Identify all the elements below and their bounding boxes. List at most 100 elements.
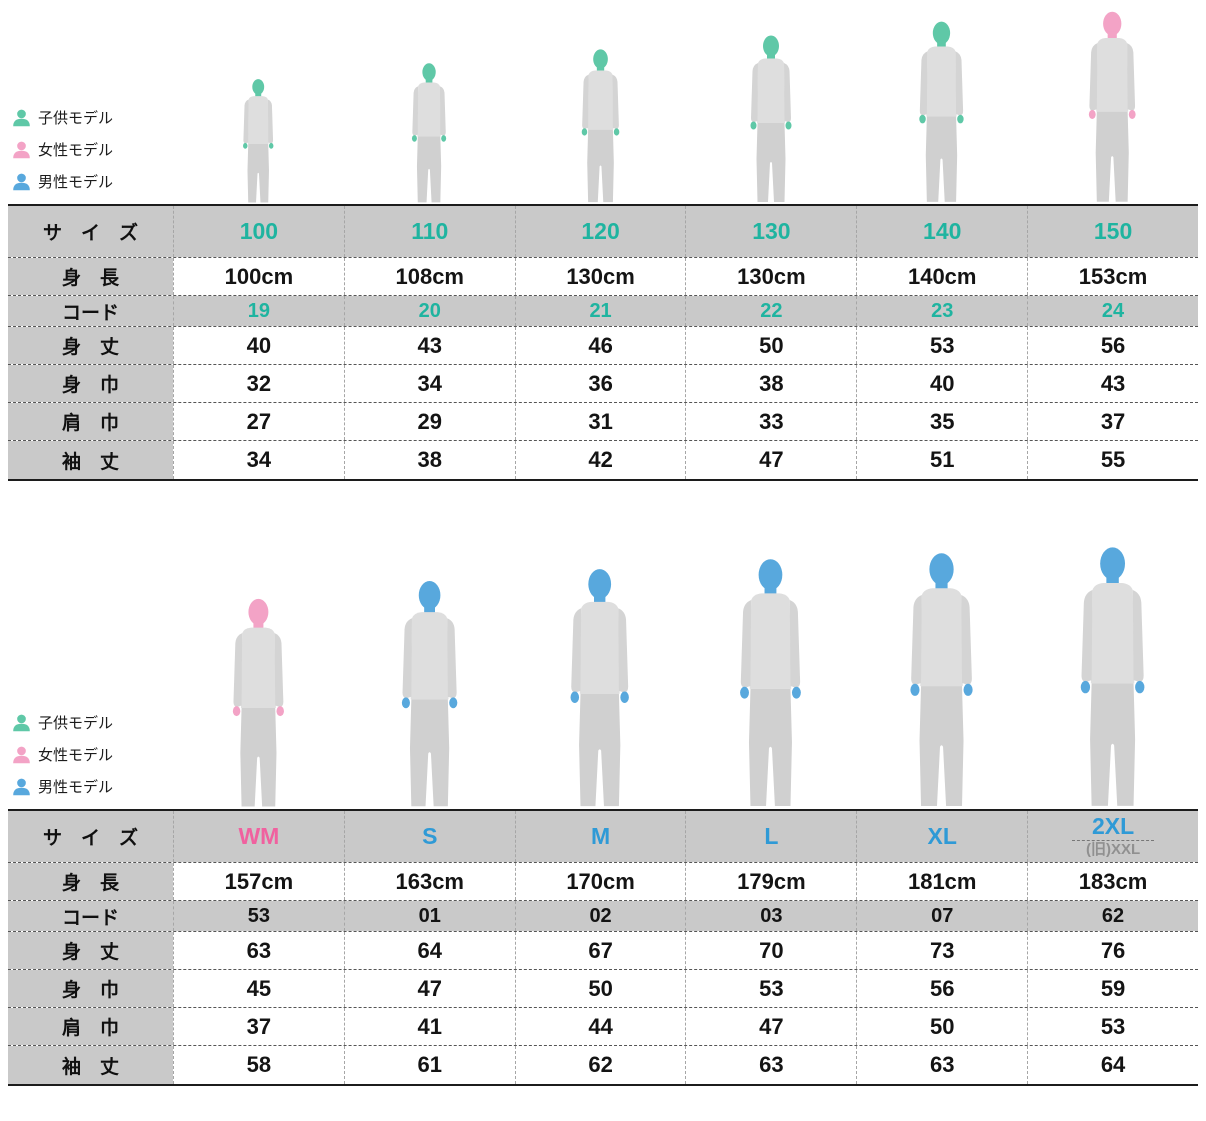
body-length-cell: 46 bbox=[514, 327, 686, 364]
body-width-cell: 56 bbox=[856, 970, 1028, 1007]
model-figure bbox=[404, 62, 454, 204]
shoulder-width-cell: 31 bbox=[514, 403, 686, 440]
height-cell: 130cm bbox=[685, 258, 857, 295]
row-label-body-width: 身 巾 bbox=[8, 970, 173, 1007]
height-cell: 130cm bbox=[514, 258, 686, 295]
size-label: S bbox=[422, 823, 438, 849]
male-model-icon bbox=[12, 777, 31, 796]
model-legend: 子供モデル 女性モデル 男性モデル bbox=[12, 96, 113, 192]
size-cell-2xl: 2XL (旧)XXL bbox=[1027, 811, 1198, 862]
height-cell: 183cm bbox=[1027, 863, 1198, 900]
body-length-cell: 64 bbox=[343, 932, 515, 969]
height-cell: 108cm bbox=[343, 258, 515, 295]
legend-item-female: 女性モデル bbox=[12, 744, 113, 765]
table-row-code: コード 53 01 02 03 07 62 bbox=[8, 901, 1198, 932]
table-row-size: サ イ ズ 100 110 120 130 140 150 bbox=[8, 206, 1198, 258]
size-cell: S bbox=[343, 811, 515, 862]
code-cell: 53 bbox=[173, 901, 344, 931]
adult-size-section: 子供モデル 女性モデル 男性モデル bbox=[8, 545, 1198, 1086]
shoulder-width-cell: 44 bbox=[514, 1008, 686, 1045]
body-length-cell: 53 bbox=[856, 327, 1028, 364]
body-length-cell: 63 bbox=[173, 932, 344, 969]
model-figure bbox=[1078, 10, 1146, 204]
sleeve-length-cell: 34 bbox=[173, 441, 344, 479]
size-cell: 140 bbox=[856, 206, 1028, 257]
model-figure bbox=[557, 567, 642, 809]
height-cell: 163cm bbox=[343, 863, 515, 900]
table-row-size: サ イ ズ WM S M L XL 2XL (旧)XXL bbox=[8, 811, 1198, 863]
shoulder-width-cell: 27 bbox=[173, 403, 344, 440]
legend-label: 男性モデル bbox=[38, 779, 114, 796]
row-label-size: サ イ ズ bbox=[8, 206, 173, 257]
row-label-body-width: 身 巾 bbox=[8, 365, 173, 402]
model-figure bbox=[896, 551, 987, 809]
model-figure bbox=[726, 557, 815, 809]
shoulder-width-cell: 35 bbox=[856, 403, 1028, 440]
size-label: L bbox=[764, 823, 779, 849]
body-width-cell: 53 bbox=[685, 970, 857, 1007]
size-cell: 130 bbox=[685, 206, 857, 257]
table-row-sleeve-length: 袖 丈 58 61 62 63 63 64 bbox=[8, 1046, 1198, 1084]
model-figure bbox=[1066, 545, 1159, 809]
legend-label: 子供モデル bbox=[38, 715, 114, 732]
shoulder-width-cell: 37 bbox=[173, 1008, 344, 1045]
sleeve-length-cell: 55 bbox=[1027, 441, 1198, 479]
body-width-cell: 40 bbox=[856, 365, 1028, 402]
size-cell: 100 bbox=[173, 206, 344, 257]
code-cell: 07 bbox=[856, 901, 1028, 931]
model-figure bbox=[389, 579, 470, 809]
sleeve-length-cell: 63 bbox=[856, 1046, 1028, 1084]
body-length-cell: 56 bbox=[1027, 327, 1198, 364]
sleeve-length-cell: 42 bbox=[514, 441, 686, 479]
body-width-cell: 32 bbox=[173, 365, 344, 402]
female-model-icon bbox=[12, 745, 31, 764]
height-cell: 140cm bbox=[856, 258, 1028, 295]
model-figure bbox=[236, 78, 280, 204]
row-label-shoulder-width: 肩 巾 bbox=[8, 403, 173, 440]
body-length-cell: 40 bbox=[173, 327, 344, 364]
code-cell: 19 bbox=[173, 296, 344, 326]
legend-item-male: 男性モデル bbox=[12, 171, 113, 192]
shoulder-width-cell: 37 bbox=[1027, 403, 1198, 440]
body-length-cell: 67 bbox=[514, 932, 686, 969]
legend-item-kids: 子供モデル bbox=[12, 712, 113, 733]
row-label-body-length: 身 丈 bbox=[8, 932, 173, 969]
size-cell: L bbox=[685, 811, 857, 862]
shoulder-width-cell: 33 bbox=[685, 403, 857, 440]
size-old-name: (旧)XXL bbox=[1071, 840, 1155, 859]
body-width-cell: 47 bbox=[343, 970, 515, 1007]
body-width-cell: 38 bbox=[685, 365, 857, 402]
height-cell: 181cm bbox=[856, 863, 1028, 900]
legend-label: 男性モデル bbox=[38, 174, 114, 191]
legend-label: 女性モデル bbox=[38, 747, 114, 764]
size-cell: 120 bbox=[514, 206, 686, 257]
row-label-sleeve-length: 袖 丈 bbox=[8, 1046, 173, 1084]
adult-size-table: サ イ ズ WM S M L XL 2XL (旧)XXL 身 長 157cm 1… bbox=[8, 809, 1198, 1086]
code-cell: 24 bbox=[1027, 296, 1198, 326]
male-model-icon bbox=[12, 172, 31, 191]
size-label: XL bbox=[927, 823, 957, 849]
legend-column: 子供モデル 女性モデル 男性モデル bbox=[8, 545, 173, 809]
legend-item-female: 女性モデル bbox=[12, 139, 113, 160]
code-cell: 20 bbox=[343, 296, 515, 326]
shoulder-width-cell: 50 bbox=[856, 1008, 1028, 1045]
row-label-size: サ イ ズ bbox=[8, 811, 173, 862]
row-label-code: コード bbox=[8, 296, 173, 326]
size-cell: WM bbox=[173, 811, 344, 862]
height-cell: 153cm bbox=[1027, 258, 1198, 295]
model-figure bbox=[573, 48, 628, 204]
shoulder-width-cell: 53 bbox=[1027, 1008, 1198, 1045]
legend-label: 女性モデル bbox=[38, 142, 114, 159]
table-row-code: コード 19 20 21 22 23 24 bbox=[8, 296, 1198, 327]
model-figure bbox=[221, 597, 296, 809]
body-width-cell: 36 bbox=[514, 365, 686, 402]
legend-label: 子供モデル bbox=[38, 110, 114, 127]
row-label-sleeve-length: 袖 丈 bbox=[8, 441, 173, 479]
table-row-body-width: 身 巾 45 47 50 53 56 59 bbox=[8, 970, 1198, 1008]
shoulder-width-cell: 47 bbox=[685, 1008, 857, 1045]
kids-models-row: 子供モデル 女性モデル 男性モデル bbox=[8, 10, 1198, 204]
table-row-body-length: 身 丈 40 43 46 50 53 56 bbox=[8, 327, 1198, 365]
size-cell: M bbox=[514, 811, 686, 862]
model-figure bbox=[909, 20, 974, 204]
